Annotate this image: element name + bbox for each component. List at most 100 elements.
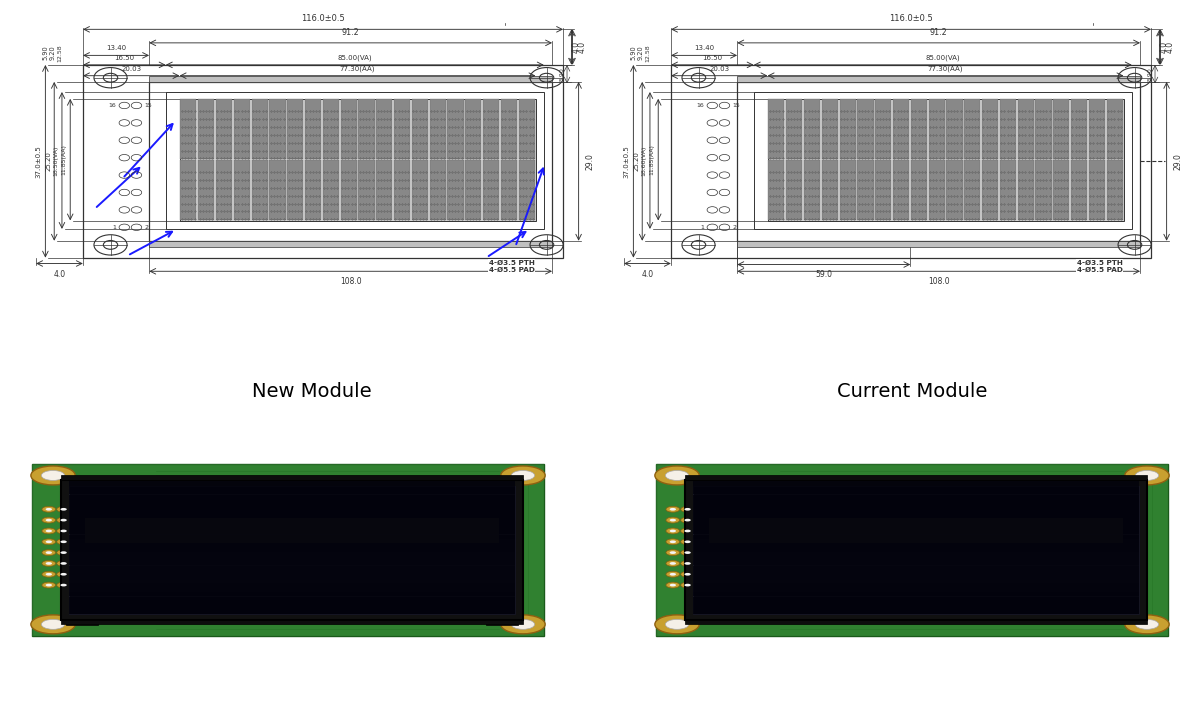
Bar [982, 99, 998, 159]
Text: 4.0: 4.0 [1166, 41, 1175, 53]
Bar [768, 99, 1123, 221]
Bar [982, 160, 998, 220]
Bar [68, 548, 515, 552]
Bar [692, 588, 1139, 592]
Bar [394, 99, 410, 159]
Text: Current Module: Current Module [836, 382, 988, 400]
Bar [947, 160, 962, 220]
Bar [430, 160, 445, 220]
Bar [911, 99, 926, 159]
Bar [518, 99, 535, 159]
Circle shape [46, 508, 52, 510]
Bar [804, 99, 820, 159]
Bar [68, 495, 515, 499]
Bar [893, 160, 910, 220]
Text: 4.0: 4.0 [641, 269, 654, 278]
Text: 59.0: 59.0 [815, 270, 833, 279]
Circle shape [670, 529, 676, 532]
Bar [911, 160, 926, 220]
Circle shape [666, 506, 679, 513]
Text: 25.20: 25.20 [46, 152, 52, 171]
Bar [822, 99, 838, 159]
Bar [466, 99, 481, 159]
Text: 13.40: 13.40 [106, 45, 126, 51]
Circle shape [1124, 466, 1169, 485]
Bar [656, 464, 1168, 636]
Circle shape [42, 560, 55, 566]
Text: 18.60(VA): 18.60(VA) [641, 145, 647, 176]
Bar [692, 548, 1139, 552]
Text: 5.90: 5.90 [559, 67, 564, 81]
Bar [394, 160, 410, 220]
Circle shape [46, 541, 52, 543]
Bar [486, 620, 517, 625]
Bar [68, 583, 515, 587]
Bar [323, 160, 338, 220]
Bar [305, 160, 322, 220]
Bar [68, 592, 515, 596]
Circle shape [680, 550, 695, 556]
Circle shape [666, 528, 679, 534]
Circle shape [655, 615, 700, 634]
Circle shape [680, 506, 695, 513]
Bar [482, 99, 499, 159]
Bar [692, 503, 1139, 508]
Circle shape [1124, 615, 1169, 634]
Circle shape [670, 551, 676, 554]
Text: 16.50: 16.50 [702, 55, 722, 61]
Bar [685, 475, 1147, 480]
Bar [61, 475, 523, 480]
Circle shape [60, 519, 67, 522]
Bar [68, 570, 515, 575]
Circle shape [60, 573, 67, 575]
Circle shape [680, 539, 695, 545]
Bar [341, 99, 356, 159]
Bar [768, 99, 785, 159]
Bar [692, 596, 1139, 601]
Bar [692, 575, 1139, 579]
Circle shape [666, 517, 679, 523]
Bar [768, 160, 785, 220]
Bar [857, 99, 874, 159]
Bar [68, 606, 515, 610]
Bar [893, 99, 910, 159]
Bar [692, 486, 1139, 614]
Circle shape [680, 571, 695, 577]
Bar [692, 601, 1139, 606]
Bar [500, 99, 517, 159]
Bar [198, 99, 215, 159]
Text: 20.03: 20.03 [709, 66, 730, 72]
Bar [68, 486, 515, 614]
Circle shape [670, 508, 676, 510]
Circle shape [46, 529, 52, 532]
Bar [68, 601, 515, 606]
Circle shape [680, 517, 695, 523]
Circle shape [42, 506, 55, 513]
Text: 37.0±0.5: 37.0±0.5 [36, 145, 42, 178]
Circle shape [31, 615, 76, 634]
Circle shape [46, 584, 52, 587]
Bar [1054, 99, 1069, 159]
Bar [68, 503, 515, 508]
Circle shape [60, 584, 67, 587]
Circle shape [684, 508, 691, 510]
Bar [929, 160, 944, 220]
Bar [692, 486, 1139, 490]
Text: New Module: New Module [252, 382, 372, 400]
Bar [448, 160, 463, 220]
Circle shape [60, 541, 67, 543]
Circle shape [680, 560, 695, 566]
Text: 15: 15 [145, 103, 152, 108]
Bar [857, 160, 874, 220]
Bar [875, 160, 892, 220]
Text: 91.2: 91.2 [930, 27, 948, 37]
Circle shape [56, 539, 71, 545]
Bar [737, 82, 1140, 241]
Circle shape [670, 541, 676, 543]
Bar [875, 99, 892, 159]
Bar [518, 160, 535, 220]
Circle shape [500, 615, 545, 634]
Bar [149, 75, 552, 82]
Text: 13.40: 13.40 [694, 45, 714, 51]
Text: 25.20: 25.20 [634, 152, 640, 171]
